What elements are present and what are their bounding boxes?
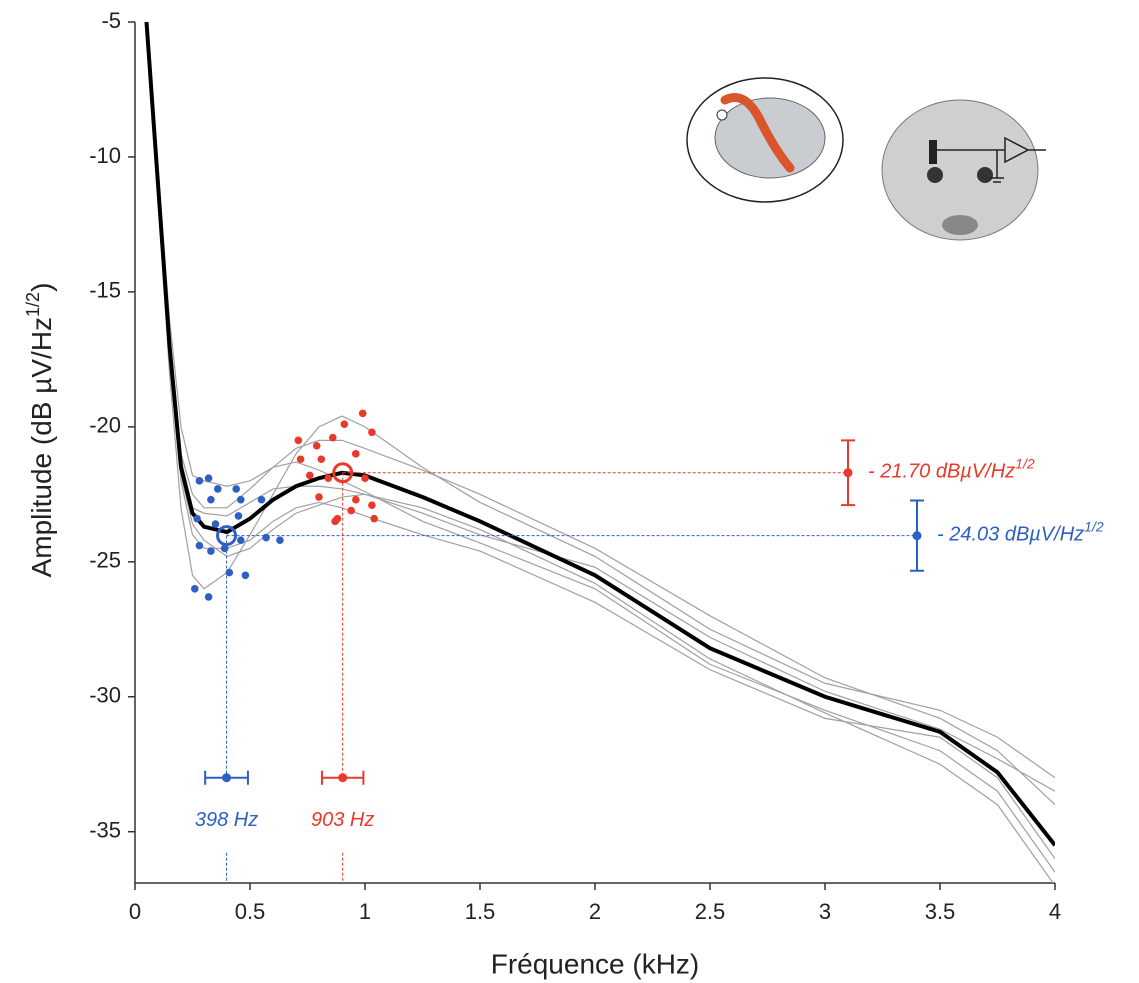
trough-point — [225, 568, 234, 577]
amplitude-label-sup: 1/2 — [1084, 518, 1104, 534]
x-tick-label: 2.5 — [695, 899, 726, 924]
trough-point — [195, 477, 204, 485]
x-tick-label: 3.5 — [925, 899, 956, 924]
y-tick-label: -20 — [89, 413, 121, 438]
trough-point — [204, 474, 213, 482]
trough-point — [234, 512, 243, 520]
peak-point — [296, 455, 305, 464]
trough-point — [232, 485, 240, 493]
x-tick-label: 0.5 — [235, 899, 266, 924]
peak-point — [361, 474, 369, 482]
peak-point — [317, 455, 326, 464]
y-axis-label-text: Amplitude (dB µV/Hz — [26, 317, 57, 577]
y-axis-label-end: ) — [26, 283, 57, 292]
trough-point — [257, 495, 266, 504]
trough-point — [207, 547, 215, 555]
y-tick-label: -25 — [89, 548, 121, 573]
x-tick-label: 1.5 — [465, 899, 496, 924]
x-axis-label: Fréquence (kHz) — [491, 948, 700, 979]
peak-point — [352, 495, 360, 504]
mean-line — [144, 22, 1055, 847]
peak-point — [294, 436, 303, 445]
trace-line — [145, 22, 1055, 806]
frequency-mean — [338, 773, 348, 783]
peak-point — [352, 450, 360, 458]
x-tick-label: 2 — [589, 899, 601, 924]
y-axis-label-sup: 1/2 — [23, 292, 43, 317]
peak-point — [329, 433, 337, 442]
illustration — [686, 77, 1046, 241]
trace-line — [145, 22, 1055, 860]
frequency-mean — [222, 773, 232, 783]
trough-point — [237, 536, 245, 545]
frequency-label: 398 Hz — [195, 809, 258, 831]
x-tick-label: 4 — [1049, 899, 1061, 924]
trough-point — [241, 571, 250, 580]
y-tick-label: -5 — [101, 8, 121, 33]
peak-point — [340, 420, 349, 428]
peak-point — [370, 514, 379, 523]
peak-point — [315, 493, 323, 501]
trough-point — [207, 495, 215, 504]
trough-point — [211, 520, 220, 528]
amplitude-label-text: - 21.70 dBµV/Hz — [868, 461, 1015, 483]
trough-point — [237, 495, 245, 504]
frequency-label: 903 Hz — [311, 809, 374, 831]
trough-point — [276, 536, 284, 545]
amplitude-label-text: - 24.03 dBµV/Hz — [937, 524, 1084, 546]
trace-line — [145, 22, 1055, 779]
trace-line — [145, 22, 1054, 883]
y-tick-label: -35 — [89, 818, 121, 843]
trough-point — [214, 485, 222, 493]
trough-point — [262, 533, 270, 542]
plot-area — [144, 22, 1055, 883]
trough-point — [195, 541, 204, 550]
peak-point — [312, 441, 321, 450]
y-tick-label: -10 — [89, 143, 121, 168]
amplitude-mean — [843, 468, 853, 478]
peak-point — [324, 474, 333, 482]
peak-point — [368, 428, 376, 437]
amplitude-label: - 21.70 dBµV/Hz1/2 — [868, 455, 1035, 483]
peak-point — [331, 517, 339, 526]
x-tick-label: 1 — [359, 899, 371, 924]
y-axis-label: Amplitude (dB µV/Hz1/2) — [23, 283, 58, 578]
x-tick-label: 3 — [819, 899, 831, 924]
summary-point — [216, 525, 238, 547]
x-tick-label: 0 — [129, 899, 141, 924]
y-tick-label: -15 — [89, 278, 121, 303]
summary-point — [332, 462, 354, 484]
amplitude-label: - 24.03 dBµV/Hz1/2 — [937, 518, 1104, 546]
trough-point — [204, 593, 213, 601]
y-tick-label: -30 — [89, 683, 121, 708]
peak-point — [368, 501, 376, 509]
trough-point — [191, 585, 199, 593]
peak-point — [358, 409, 367, 418]
peak-point — [306, 471, 314, 480]
amplitude-label-sup: 1/2 — [1015, 455, 1035, 471]
amplitude-mean — [912, 531, 922, 541]
peak-point — [347, 506, 356, 515]
trough-point — [193, 514, 201, 523]
